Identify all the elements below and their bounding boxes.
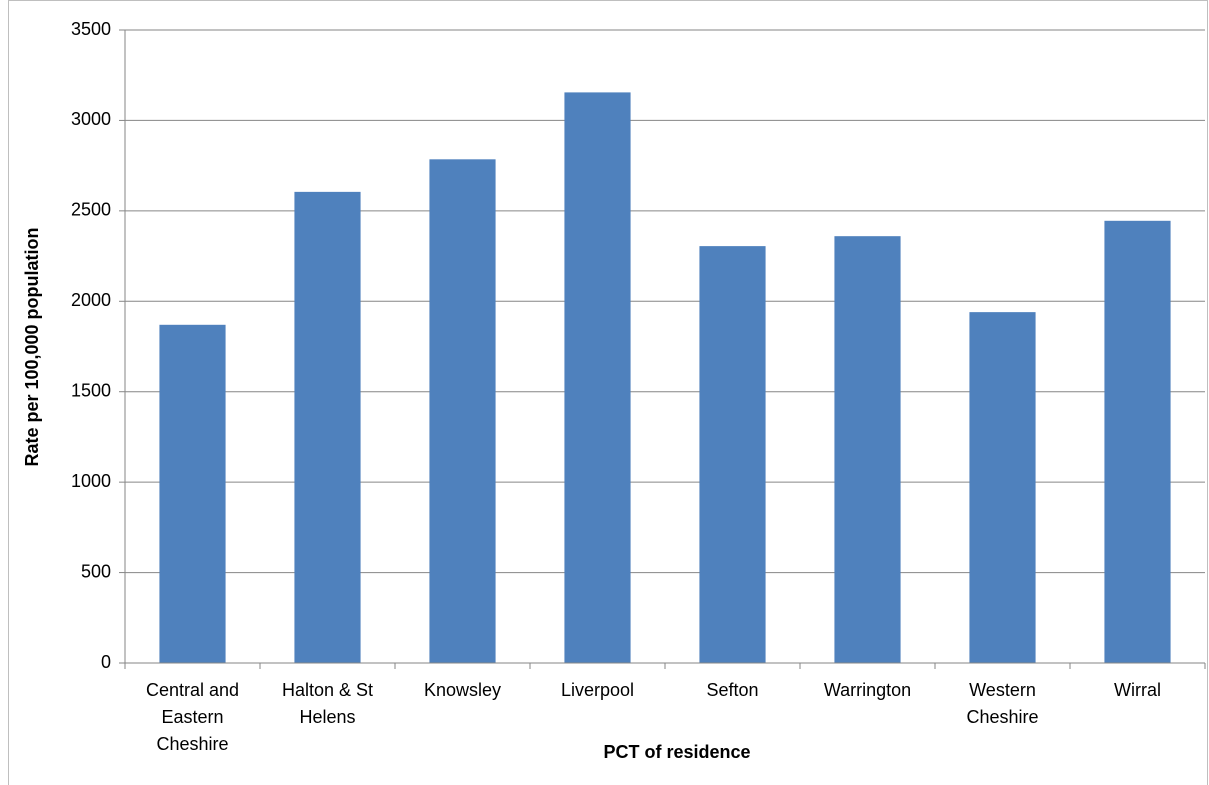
x-tick-label: Knowsley — [423, 680, 502, 700]
y-tick-label: 1000 — [71, 471, 111, 491]
y-tick-label: 0 — [101, 652, 111, 672]
bar — [429, 159, 496, 663]
bar — [834, 236, 901, 664]
x-tick-label: Liverpool — [560, 680, 635, 700]
y-tick-label: 3500 — [71, 19, 111, 39]
x-tick-label: Warrington — [823, 680, 912, 700]
bar — [1104, 220, 1171, 663]
x-tick-label: Wirral — [1114, 680, 1161, 700]
chart-frame — [8, 0, 1208, 785]
x-axis-title: PCT of residence — [603, 742, 750, 762]
bar — [564, 92, 631, 664]
bar — [159, 324, 226, 663]
bar — [699, 246, 766, 664]
x-tick-label: Sefton — [706, 680, 759, 700]
x-tick-label: Western Cheshire — [966, 680, 1039, 727]
bar — [294, 191, 361, 664]
x-tick-label: Central and Eastern Cheshire — [145, 680, 240, 754]
y-tick-label: 1500 — [71, 380, 111, 400]
y-axis-title: Rate per 100,000 population — [22, 227, 42, 466]
y-tick-label: 2500 — [71, 200, 111, 220]
bar — [969, 312, 1036, 663]
y-tick-label: 3000 — [71, 109, 111, 129]
y-tick-label: 2000 — [71, 290, 111, 310]
y-tick-label: 500 — [81, 561, 111, 581]
x-tick-label: Halton & St Helens — [281, 680, 374, 727]
